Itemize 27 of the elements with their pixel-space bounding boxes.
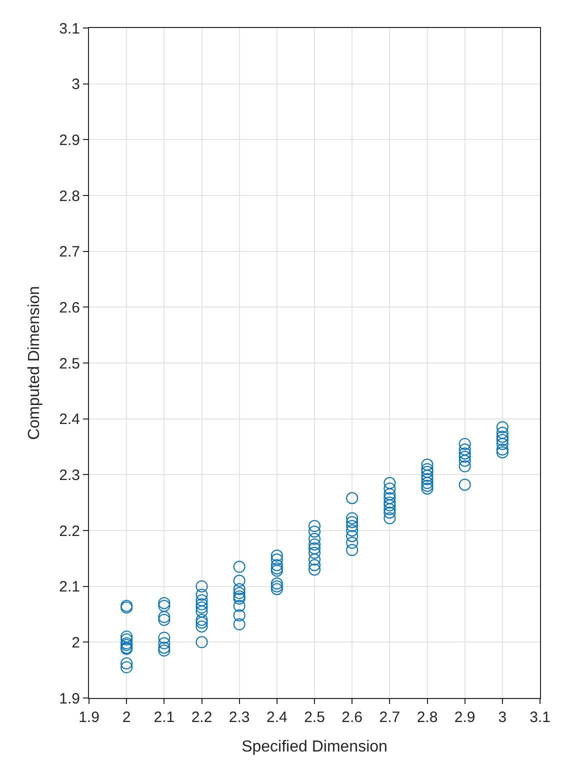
y-tick-label: 2 (72, 634, 80, 652)
x-tick-label: 3 (498, 709, 507, 726)
x-tick-label: 2.8 (416, 709, 438, 726)
y-tick-label: 2.2 (59, 522, 80, 540)
x-tick-label: 2.9 (454, 709, 476, 726)
x-tick-label: 2.3 (228, 709, 250, 726)
x-tick-label: 2.5 (304, 709, 325, 726)
y-tick-label: 2.4 (59, 411, 80, 428)
x-tick-label: 2 (122, 709, 131, 726)
y-tick-label: 2.5 (59, 355, 80, 372)
y-axis-title: Computed Dimension (26, 286, 44, 440)
x-tick-label: 2.1 (154, 709, 175, 726)
y-tick-label: 2.7 (59, 244, 80, 261)
y-tick-label: 1.9 (59, 690, 80, 708)
x-tick-label: 2.2 (191, 709, 212, 726)
y-tick-label: 3.1 (59, 20, 80, 38)
y-tick-label: 3 (72, 76, 80, 94)
x-tick-label: 2.7 (379, 709, 400, 726)
x-tick-label: 3.1 (530, 709, 550, 726)
x-axis-title: Specified Dimension (242, 738, 388, 756)
y-tick-label: 2.1 (59, 578, 80, 596)
x-tick-label: 2.6 (342, 709, 363, 726)
y-tick-label: 2.3 (59, 466, 80, 484)
y-tick-label: 2.9 (59, 132, 80, 149)
y-tick-label: 2.6 (59, 299, 80, 316)
x-tick-label: 2.4 (266, 709, 288, 726)
y-tick-label: 2.8 (59, 188, 80, 205)
